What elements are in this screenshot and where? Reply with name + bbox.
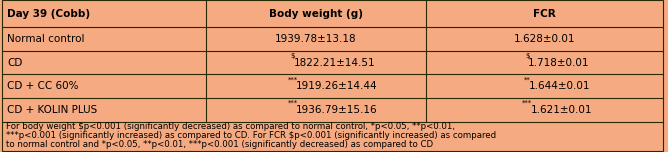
Text: 1822.21±14.51: 1822.21±14.51 [293, 58, 375, 68]
Text: 1936.79±15.16: 1936.79±15.16 [296, 105, 378, 115]
Text: ***: *** [288, 76, 298, 82]
Text: 1.718±0.01: 1.718±0.01 [528, 58, 589, 68]
Text: ***: *** [522, 100, 532, 106]
Text: ***: *** [288, 100, 298, 106]
Text: Normal control: Normal control [7, 34, 85, 44]
Text: $: $ [291, 53, 295, 59]
Text: 1919.26±14.44: 1919.26±14.44 [296, 81, 378, 91]
Text: 1939.78±13.18: 1939.78±13.18 [275, 34, 357, 44]
Text: **: ** [524, 76, 530, 82]
Text: Day 39 (Cobb): Day 39 (Cobb) [7, 9, 90, 19]
Text: CD + CC 60%: CD + CC 60% [7, 81, 79, 91]
Text: 1.628±0.01: 1.628±0.01 [514, 34, 576, 44]
Text: $: $ [525, 53, 530, 59]
Text: FCR: FCR [533, 9, 556, 19]
Text: For body weight $p<0.001 (significantly decreased) as compared to normal control: For body weight $p<0.001 (significantly … [6, 122, 455, 131]
Text: 1.621±0.01: 1.621±0.01 [530, 105, 592, 115]
Text: to normal control and *p<0.05, **p<0.01, ***p<0.001 (significantly decreased) as: to normal control and *p<0.05, **p<0.01,… [6, 140, 433, 149]
Text: CD + KOLIN PLUS: CD + KOLIN PLUS [7, 105, 98, 115]
Text: Body weight (g): Body weight (g) [269, 9, 363, 19]
Text: CD: CD [7, 58, 23, 68]
Text: 1.644±0.01: 1.644±0.01 [529, 81, 591, 91]
Text: ***p<0.001 (significantly increased) as compared to CD. For FCR $p<0.001 (signif: ***p<0.001 (significantly increased) as … [6, 131, 496, 140]
